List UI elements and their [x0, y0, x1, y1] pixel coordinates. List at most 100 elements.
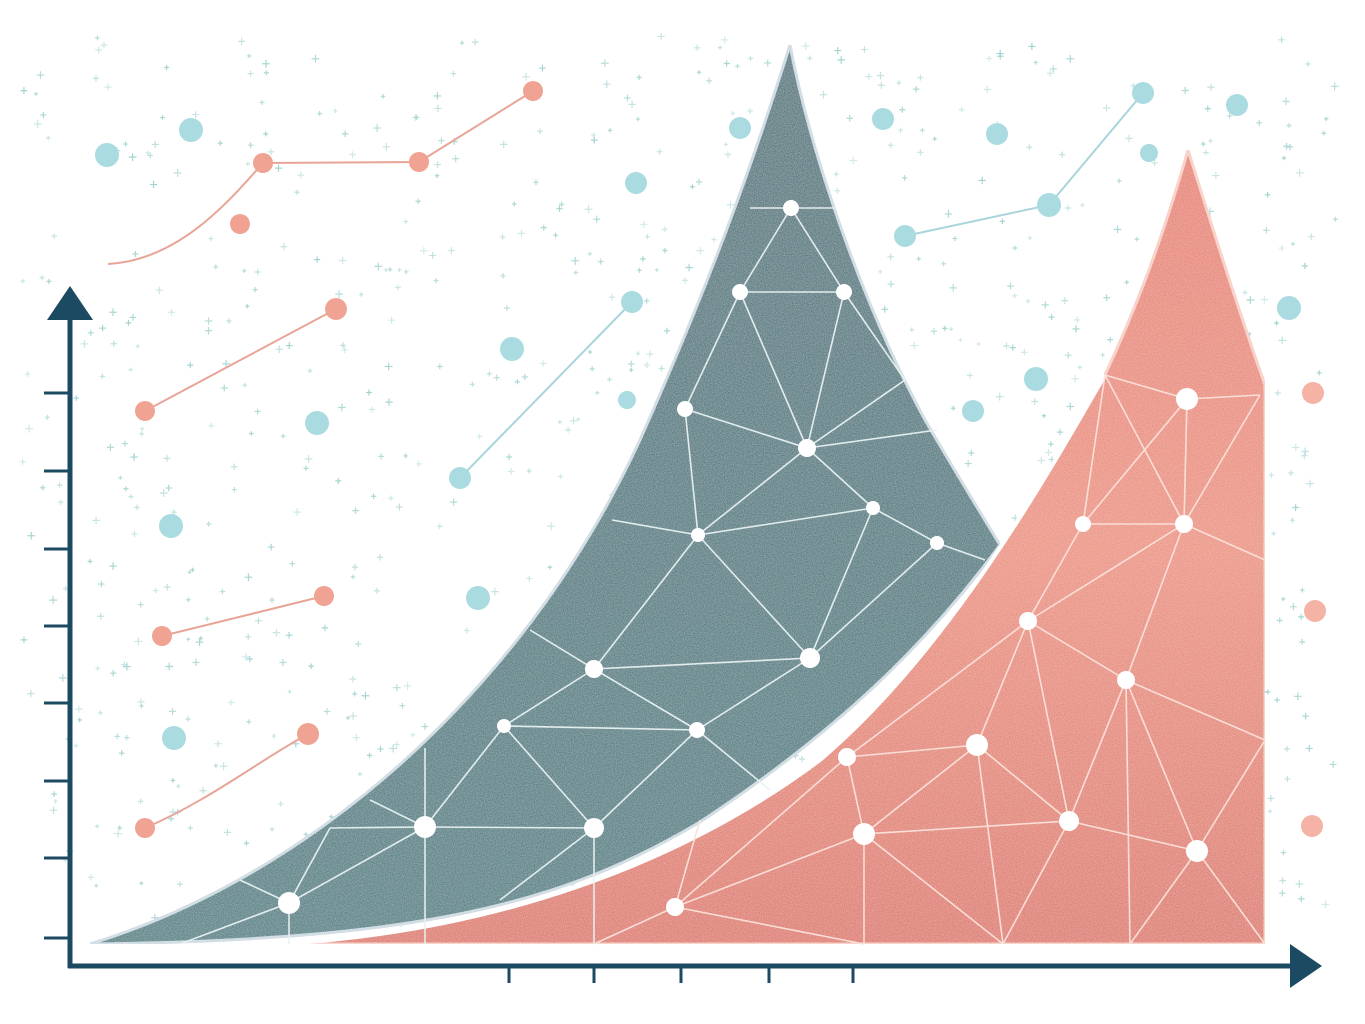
- sparkle-mark: [930, 328, 938, 335]
- sparkle-mark: [214, 740, 222, 748]
- sparkle-mark: [147, 152, 153, 159]
- sparkle-mark: [802, 42, 810, 50]
- sparkle-mark: [123, 486, 129, 492]
- sparkle-mark: [245, 161, 251, 167]
- sparkle-mark: [1329, 761, 1337, 768]
- sparkle-mark: [58, 673, 67, 682]
- sparkle-mark: [1046, 70, 1054, 77]
- sparkle-mark: [128, 153, 137, 161]
- sparkle-mark: [220, 384, 228, 392]
- sparkle-mark: [335, 290, 343, 298]
- sparkle-mark: [1072, 325, 1080, 333]
- sparkle-mark: [1103, 294, 1111, 302]
- sparkle-mark: [368, 406, 376, 413]
- sparkle-mark: [399, 702, 406, 709]
- blue-dot: [305, 411, 329, 435]
- sparkle-mark: [271, 733, 277, 739]
- sparkle-mark: [663, 327, 671, 334]
- sparkle-mark: [849, 156, 857, 165]
- sparkle-mark: [901, 175, 908, 181]
- sparkle-mark: [187, 362, 194, 369]
- sparkle-mark: [798, 755, 806, 763]
- coral-dot: [523, 81, 543, 101]
- sparkle-mark: [99, 324, 106, 332]
- sparkle-mark: [1077, 365, 1083, 370]
- sparkle-mark: [476, 433, 483, 440]
- sparkle-mark: [1284, 746, 1290, 752]
- sparkle-mark: [45, 135, 51, 141]
- sparkle-mark: [269, 827, 275, 832]
- sparkle-mark: [246, 719, 252, 725]
- sparkle-mark: [222, 359, 231, 368]
- sparkle-mark: [436, 523, 443, 530]
- sparkle-mark: [1308, 233, 1315, 240]
- sparkle-mark: [27, 689, 35, 698]
- sparkle-mark: [1061, 297, 1069, 305]
- sparkle-mark: [1116, 178, 1122, 184]
- sparkle-mark: [388, 495, 394, 501]
- sparkle-mark: [1125, 134, 1133, 143]
- sparkle-mark: [303, 465, 309, 471]
- coral-dot: [135, 818, 155, 838]
- sparkle-mark: [607, 128, 613, 133]
- sparkle-mark: [913, 85, 920, 93]
- sparkle-mark: [986, 55, 992, 62]
- blue-dot: [500, 337, 524, 361]
- sparkle-mark: [627, 360, 635, 368]
- sparkle-mark: [1268, 809, 1273, 814]
- sparkle-mark: [1242, 289, 1248, 296]
- sparkle-mark: [373, 587, 381, 594]
- sparkle-mark: [1286, 143, 1294, 151]
- sparkle-mark: [87, 329, 94, 336]
- sparkle-mark: [557, 473, 564, 480]
- sparkle-mark: [247, 53, 252, 58]
- sparkle-mark: [134, 504, 140, 511]
- sparkle-mark: [242, 268, 247, 273]
- sparkle-mark: [349, 151, 356, 158]
- sparkle-mark: [98, 710, 103, 716]
- sparkle-mark: [1281, 155, 1287, 161]
- sparkle-mark: [861, 46, 868, 53]
- coral-dot: [253, 153, 273, 173]
- sparkle-mark: [948, 326, 954, 332]
- sparkle-mark: [434, 173, 440, 178]
- coral-link-line: [144, 308, 337, 412]
- sparkle-mark: [33, 91, 39, 97]
- sparkle-mark: [526, 468, 532, 474]
- sparkle-mark: [644, 298, 650, 304]
- sparkle-mark: [463, 627, 470, 634]
- sparkle-mark: [388, 316, 395, 324]
- sparkle-mark: [129, 314, 137, 321]
- sparkle-mark: [373, 124, 382, 133]
- sparkle-mark: [1268, 472, 1275, 478]
- sparkle-mark: [219, 762, 228, 771]
- sparkle-mark: [694, 44, 701, 51]
- sparkle-mark: [267, 148, 275, 156]
- sparkle-mark: [385, 398, 393, 406]
- sparkle-mark: [186, 637, 191, 642]
- sparkle-mark: [287, 689, 292, 694]
- sparkle-mark: [272, 628, 281, 637]
- sparkle-mark: [1295, 168, 1304, 177]
- sparkle-mark: [155, 286, 164, 294]
- sparkle-mark: [1028, 42, 1036, 51]
- sparkle-mark: [118, 475, 123, 480]
- sparkle-mark: [294, 189, 300, 195]
- sparkle-mark: [1080, 203, 1085, 208]
- sparkle-mark: [323, 708, 331, 715]
- sparkle-mark: [837, 56, 846, 64]
- sparkle-mark: [1293, 692, 1302, 701]
- sparkle-mark: [223, 828, 232, 837]
- sparkle-mark: [1301, 447, 1310, 456]
- coral-dot: [325, 298, 347, 320]
- sparkle-mark: [349, 675, 357, 683]
- sparkle-mark: [1260, 295, 1269, 304]
- sparkle-mark: [1049, 65, 1057, 73]
- blue-dot: [1132, 82, 1154, 104]
- sparkle-mark: [378, 453, 385, 460]
- sparkle-mark: [121, 440, 128, 447]
- sparkle-mark: [522, 72, 530, 81]
- sparkle-mark: [636, 267, 642, 273]
- sparkle-mark: [1298, 613, 1305, 620]
- blue-dot: [1277, 296, 1301, 320]
